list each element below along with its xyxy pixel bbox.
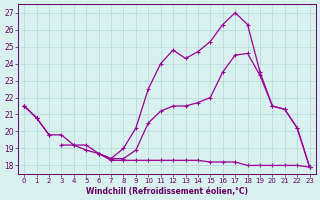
X-axis label: Windchill (Refroidissement éolien,°C): Windchill (Refroidissement éolien,°C) <box>86 187 248 196</box>
